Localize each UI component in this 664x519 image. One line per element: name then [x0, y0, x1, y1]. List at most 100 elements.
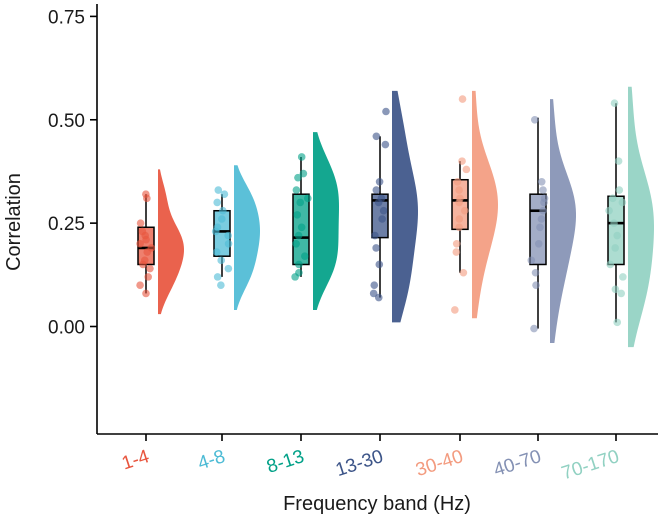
point-13-30	[369, 289, 378, 298]
point-13-30	[372, 244, 380, 252]
point-8-13	[303, 194, 312, 203]
density-clouds	[158, 86, 654, 348]
point-30-40	[452, 240, 461, 248]
point-4-8	[214, 186, 223, 194]
point-4-8	[213, 198, 222, 207]
point-70-170	[617, 289, 626, 298]
point-1-4	[136, 219, 145, 227]
point-70-170	[611, 285, 620, 294]
point-40-70	[527, 256, 536, 265]
point-8-13	[292, 186, 301, 194]
point-4-8	[217, 256, 226, 265]
point-1-4	[136, 281, 144, 289]
density-1-4	[158, 169, 184, 315]
point-30-40	[451, 306, 459, 314]
x-axis-ticks: 1-4 4-8 8-13 13-30 30-40 40-70 70-170	[119, 434, 622, 484]
point-30-40	[458, 95, 467, 103]
point-8-13	[297, 153, 306, 161]
point-8-13	[299, 169, 308, 178]
x-tick-label-13-30: 13-30	[333, 446, 386, 481]
point-8-13	[301, 252, 309, 261]
x-tick-label-1-4: 1-4	[119, 446, 152, 475]
point-30-40	[460, 206, 469, 215]
density-30-40	[472, 90, 498, 319]
x-tick-label-30-40: 30-40	[413, 446, 466, 481]
point-70-170	[615, 186, 624, 194]
point-40-70	[532, 281, 540, 289]
point-13-30	[375, 260, 384, 269]
x-tick-label-70-170: 70-170	[559, 446, 622, 484]
point-1-4	[143, 194, 151, 203]
point-8-13	[294, 231, 303, 240]
y-tick-label: 0.75	[48, 7, 85, 28]
data-points	[136, 95, 627, 333]
point-13-30	[379, 206, 388, 215]
point-1-4	[139, 260, 147, 269]
point-4-8	[212, 248, 221, 256]
point-4-8	[224, 240, 233, 248]
point-40-70	[537, 177, 546, 186]
point-70-170	[611, 244, 619, 252]
point-4-8	[211, 227, 220, 236]
point-40-70	[537, 215, 546, 223]
point-13-30	[378, 215, 386, 223]
point-30-40	[458, 157, 466, 165]
density-8-13	[313, 132, 339, 310]
point-13-30	[372, 186, 381, 194]
point-13-30	[372, 132, 381, 141]
point-1-4	[143, 248, 152, 256]
point-70-170	[610, 219, 618, 227]
point-40-70	[539, 186, 547, 194]
point-40-70	[540, 198, 548, 207]
y-tick-label: 0.00	[48, 318, 85, 339]
density-13-30	[392, 90, 418, 323]
y-axis-title: Correlation	[3, 173, 25, 271]
point-30-40	[455, 215, 464, 223]
x-tick-label-4-8: 4-8	[195, 446, 228, 474]
point-8-13	[291, 273, 299, 281]
point-30-40	[455, 186, 463, 194]
point-4-8	[219, 206, 227, 215]
point-40-70	[530, 324, 538, 333]
point-8-13	[295, 260, 303, 269]
point-40-70	[531, 268, 540, 277]
point-1-4	[142, 289, 150, 298]
point-70-170	[613, 231, 622, 240]
point-4-8	[217, 281, 225, 289]
point-4-8	[213, 273, 222, 281]
point-4-8	[218, 215, 226, 223]
x-tick-label-8-13: 8-13	[264, 446, 307, 478]
point-13-30	[374, 293, 383, 302]
point-70-170	[606, 260, 615, 269]
point-30-40	[462, 165, 471, 174]
point-1-4	[142, 235, 150, 244]
point-70-170	[613, 318, 622, 327]
x-tick-label-40-70: 40-70	[491, 446, 544, 481]
point-30-40	[452, 248, 461, 256]
point-70-170	[608, 194, 617, 203]
x-axis-title: Frequency band (Hz)	[283, 493, 471, 515]
point-40-70	[530, 115, 539, 124]
y-tick-label: 0.25	[48, 214, 85, 235]
point-4-8	[224, 231, 232, 240]
point-13-30	[370, 281, 379, 289]
point-8-13	[294, 173, 302, 182]
point-1-4	[144, 273, 153, 281]
point-30-40	[455, 198, 463, 207]
point-40-70	[536, 223, 544, 232]
point-1-4	[146, 264, 154, 273]
point-70-170	[610, 99, 619, 108]
point-40-70	[539, 206, 547, 215]
density-40-70	[550, 99, 576, 344]
point-30-40	[455, 223, 463, 232]
point-70-170	[619, 273, 627, 281]
point-13-30	[382, 107, 390, 116]
point-70-170	[614, 157, 623, 165]
point-8-13	[292, 240, 300, 248]
y-tick-label: 0.50	[48, 111, 85, 132]
point-30-40	[453, 177, 462, 186]
point-4-8	[224, 264, 233, 273]
point-13-30	[381, 140, 390, 149]
density-70-170	[628, 86, 654, 348]
point-70-170	[605, 206, 613, 215]
